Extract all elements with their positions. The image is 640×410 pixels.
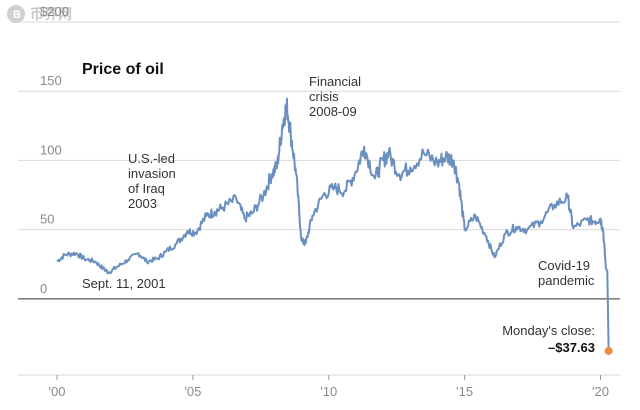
y-tick-label: 100 <box>40 142 62 157</box>
annotation-sept11: Sept. 11, 2001 <box>82 276 166 291</box>
annotation-covid: Covid-19 pandemic <box>538 258 595 288</box>
annotation-iraq: U.S.-led invasion of Iraq 2003 <box>128 151 176 211</box>
y-tick-label: $200 <box>40 4 69 19</box>
series-line-oil-price <box>56 97 610 352</box>
data-points <box>56 105 609 351</box>
annotation-covid-line-0: Covid-19 <box>538 258 590 273</box>
x-tick-label: '20 <box>592 384 609 399</box>
x-tick-label: '00 <box>49 384 66 399</box>
annotation-covid-line-1: pandemic <box>538 273 595 288</box>
y-tick-label: 50 <box>40 212 54 227</box>
annotation-crisis: Financial crisis 2008-09 <box>309 74 361 119</box>
annotation-crisis-line-2: 2008-09 <box>309 104 357 119</box>
annotation-iraq-line-3: 2003 <box>128 196 157 211</box>
y-tick-label: 0 <box>40 281 47 296</box>
x-axis-ticks: '00 '05 '10 '15 '20 <box>49 375 609 399</box>
annotation-close: Monday's close: –$37.63 <box>502 323 595 355</box>
chart-title: Price of oil <box>82 61 164 78</box>
watermark: B 币界网 <box>7 5 72 23</box>
watermark-text: 币界网 <box>30 6 72 22</box>
watermark-coin-icon <box>7 5 25 23</box>
annotation-close-value: –$37.63 <box>548 340 595 355</box>
x-tick-label: '05 <box>184 384 201 399</box>
x-tick-label: '15 <box>456 384 473 399</box>
close-marker <box>604 346 613 355</box>
annotation-crisis-line-1: crisis <box>309 89 339 104</box>
annotation-iraq-line-2: of Iraq <box>128 181 165 196</box>
annotation-iraq-line-0: U.S.-led <box>128 151 175 166</box>
y-axis-ticks: 0 50 100 150 $200 <box>40 4 69 296</box>
x-tick-label: '10 <box>320 384 337 399</box>
y-tick-label: 150 <box>40 73 62 88</box>
annotation-iraq-line-1: invasion <box>128 166 176 181</box>
annotation-close-label: Monday's close: <box>502 323 595 338</box>
watermark-coin-glyph: B <box>13 9 21 21</box>
annotation-crisis-line-0: Financial <box>309 74 361 89</box>
annotation-sept11-line-0: Sept. 11, 2001 <box>82 276 166 291</box>
